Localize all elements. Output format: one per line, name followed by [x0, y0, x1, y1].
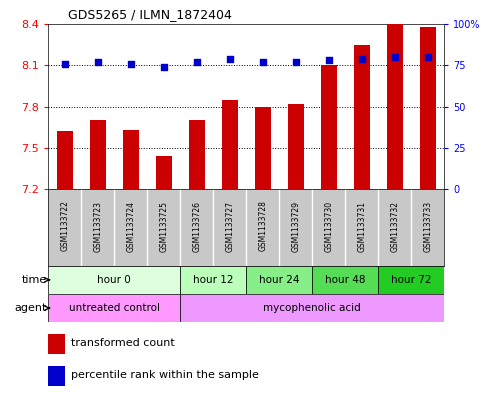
Text: GSM1133727: GSM1133727 [226, 200, 234, 252]
Point [424, 54, 432, 60]
Bar [57, 131, 73, 189]
Bar [255, 107, 271, 189]
Point [358, 55, 366, 62]
Text: untreated control: untreated control [69, 303, 160, 313]
Text: GSM1133732: GSM1133732 [390, 200, 399, 252]
Bar [123, 130, 139, 189]
Point [94, 59, 102, 65]
Bar [378, 266, 444, 294]
Text: GSM1133730: GSM1133730 [325, 200, 333, 252]
Text: GSM1133726: GSM1133726 [192, 200, 201, 252]
Text: hour 48: hour 48 [325, 275, 366, 285]
Bar [180, 266, 246, 294]
Bar [48, 266, 180, 294]
Text: percentile rank within the sample: percentile rank within the sample [71, 370, 259, 380]
Text: time: time [21, 275, 47, 285]
Point [391, 54, 399, 60]
Bar [354, 44, 370, 189]
Bar [89, 120, 106, 189]
Text: GSM1133731: GSM1133731 [357, 200, 366, 252]
Point [292, 59, 299, 65]
Bar [188, 120, 205, 189]
Text: GSM1133728: GSM1133728 [258, 200, 267, 252]
Text: agent: agent [14, 303, 47, 313]
Point [127, 61, 135, 67]
Bar [156, 156, 172, 189]
Text: hour 72: hour 72 [391, 275, 432, 285]
Text: GSM1133724: GSM1133724 [127, 200, 135, 252]
Point [259, 59, 267, 65]
Point [61, 61, 69, 67]
Bar [48, 334, 65, 354]
Bar [246, 266, 313, 294]
Bar [287, 104, 304, 189]
Bar [386, 24, 403, 189]
Bar [420, 27, 436, 189]
Text: GSM1133733: GSM1133733 [424, 200, 432, 252]
Bar [321, 65, 337, 189]
Text: GSM1133723: GSM1133723 [93, 200, 102, 252]
Point [325, 57, 333, 63]
Text: mycophenolic acid: mycophenolic acid [263, 303, 361, 313]
Text: GSM1133729: GSM1133729 [291, 200, 300, 252]
Text: hour 12: hour 12 [193, 275, 234, 285]
Bar [222, 100, 238, 189]
Bar [48, 366, 65, 386]
Text: GSM1133725: GSM1133725 [159, 200, 168, 252]
Text: GSM1133722: GSM1133722 [60, 200, 69, 252]
Point [226, 55, 234, 62]
Text: hour 24: hour 24 [259, 275, 299, 285]
Bar [48, 294, 180, 322]
Bar [313, 266, 378, 294]
Point [193, 59, 201, 65]
Text: transformed count: transformed count [71, 338, 175, 349]
Bar [180, 294, 444, 322]
Point [160, 64, 168, 70]
Text: hour 0: hour 0 [98, 275, 131, 285]
Text: GDS5265 / ILMN_1872404: GDS5265 / ILMN_1872404 [68, 8, 232, 21]
